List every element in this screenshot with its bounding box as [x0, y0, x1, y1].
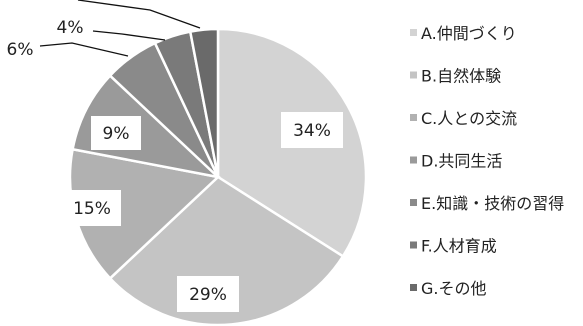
legend-marker-f [410, 241, 417, 249]
pie-slices [68, 27, 368, 326]
slice-label-a: 34% [293, 121, 331, 141]
leader-lines [39, 0, 201, 57]
legend-marker-c [410, 114, 417, 121]
pie-slice-b [108, 175, 345, 326]
pie-slice-d [71, 73, 222, 180]
legend-label-c: C.人との交流 [421, 109, 517, 128]
leader-line-e [39, 42, 129, 57]
slice-label-e: 6% [7, 40, 34, 60]
slice-label-f: 4% [57, 18, 84, 38]
legend-label-g: G.その他 [421, 279, 487, 298]
legend-marker-e [410, 199, 417, 206]
legend-marker-g [410, 284, 417, 291]
legend-label-f: F.人材育成 [421, 237, 497, 256]
legend-label-e: E.知識・技術の習得 [421, 194, 564, 213]
slice-label-c: 15% [73, 199, 111, 219]
leader-line-f [92, 30, 166, 41]
pie-labels: 34% 29% 15% 9% 6% 4% [7, 18, 343, 312]
legend-marker-a [410, 29, 417, 36]
slice-label-box-c [63, 190, 121, 226]
slice-label-box-a [281, 112, 343, 148]
slice-label-box-d [91, 116, 141, 150]
legend-marker-b [410, 71, 417, 79]
slice-label-b: 29% [189, 285, 227, 305]
legend-label-d: D.共同生活 [421, 152, 502, 171]
legend: A.仲間づくり B.自然体験 C.人との交流 D.共同生活 E.知識・技術の習得 F.人材… [410, 24, 564, 298]
legend-marker-d [410, 156, 417, 164]
legend-label-a: A.仲間づくり [421, 24, 517, 43]
slice-label-box-b [177, 276, 239, 312]
leader-line-g [77, 0, 201, 29]
pie-slice-g [188, 27, 220, 178]
slice-label-d: 9% [103, 124, 130, 144]
legend-label-b: B.自然体験 [421, 67, 501, 86]
